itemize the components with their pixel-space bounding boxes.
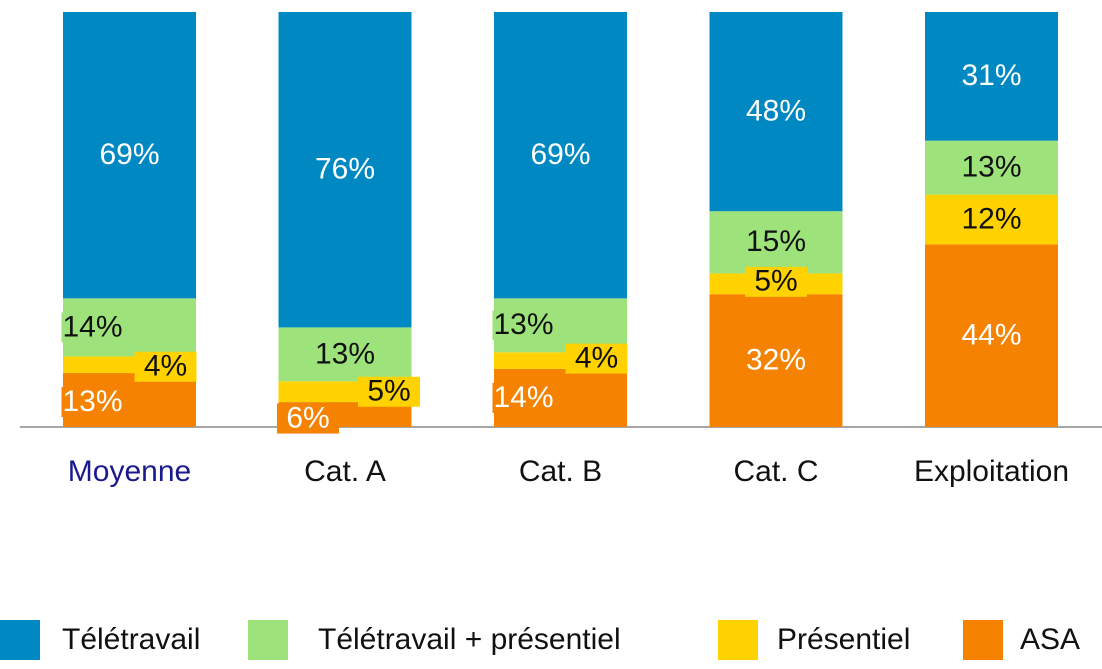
bar-segment	[925, 12, 1058, 141]
data-label: 44%	[961, 319, 1021, 352]
data-label: 13%	[62, 385, 122, 418]
data-label: 13%	[961, 151, 1021, 184]
x-tick-label: Cat. A	[304, 455, 386, 488]
data-label: 15%	[746, 225, 806, 258]
data-label: 4%	[144, 350, 187, 383]
legend-label: Télétravail + présentiel	[318, 623, 621, 656]
data-label: 4%	[575, 342, 618, 375]
legend-swatch	[0, 620, 40, 660]
x-tick-label: Cat. C	[733, 455, 818, 488]
data-label: 14%	[493, 381, 553, 414]
data-label: 13%	[315, 337, 375, 370]
bar-segment	[278, 12, 412, 328]
label-background	[565, 343, 628, 374]
label-background	[358, 376, 420, 407]
data-label: 6%	[286, 401, 329, 434]
bar-segment	[494, 12, 627, 299]
label-background	[61, 387, 124, 418]
bar-segment	[709, 12, 843, 212]
data-label: 5%	[754, 265, 797, 298]
data-label: 48%	[746, 95, 806, 128]
label-background	[61, 312, 124, 343]
data-label: 69%	[99, 138, 159, 171]
label-background	[745, 266, 807, 297]
bar-segment	[925, 244, 1058, 427]
x-tick-label: Cat. B	[519, 455, 602, 488]
data-label: 32%	[746, 344, 806, 377]
legend-label: Télétravail	[62, 623, 200, 656]
legend-swatch	[963, 620, 1003, 660]
data-label: 12%	[961, 202, 1021, 235]
bar-segment	[925, 140, 1058, 195]
label-background	[492, 382, 555, 413]
label-background	[277, 403, 339, 434]
data-label: 69%	[530, 138, 590, 171]
bar-segment	[278, 327, 412, 382]
data-label: 76%	[315, 153, 375, 186]
data-label: 14%	[62, 310, 122, 343]
data-label: 5%	[367, 375, 410, 408]
x-tick-label: Exploitation	[914, 455, 1069, 488]
data-label: 13%	[493, 308, 553, 341]
label-background	[492, 310, 555, 341]
legend-swatch	[718, 620, 758, 660]
data-label: 31%	[961, 59, 1021, 92]
bar-segment	[709, 294, 843, 427]
legend-swatch	[248, 620, 288, 660]
x-tick-label: Moyenne	[68, 455, 191, 488]
legend-label: Présentiel	[777, 623, 910, 656]
bar-segment	[709, 211, 843, 274]
bar-segment	[925, 194, 1058, 245]
bar-segment	[63, 12, 196, 299]
label-background	[134, 351, 197, 382]
legend-label: ASA	[1020, 623, 1080, 656]
